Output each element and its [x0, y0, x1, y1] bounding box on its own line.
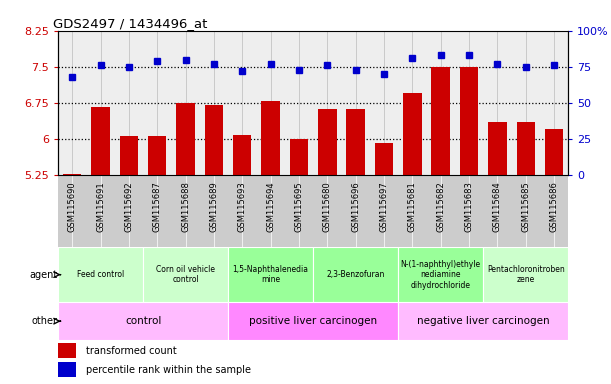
Text: GSM115691: GSM115691 [96, 181, 105, 232]
Bar [290, 139, 308, 175]
Text: GSM115696: GSM115696 [351, 181, 360, 232]
Text: Pentachloronitroben
zene: Pentachloronitroben zene [487, 265, 565, 285]
Text: agent: agent [29, 270, 57, 280]
Text: GSM115689: GSM115689 [210, 181, 219, 232]
Bar [58, 343, 76, 358]
Text: 2,3-Benzofuran: 2,3-Benzofuran [326, 270, 385, 279]
Bar [346, 109, 365, 175]
Text: GSM115697: GSM115697 [379, 181, 389, 232]
Text: GSM115682: GSM115682 [436, 181, 445, 232]
Bar [148, 136, 166, 175]
Text: Feed control: Feed control [77, 270, 124, 279]
Text: GSM115690: GSM115690 [68, 181, 77, 232]
Text: positive liver carcinogen: positive liver carcinogen [249, 316, 377, 326]
Text: percentile rank within the sample: percentile rank within the sample [86, 365, 251, 375]
Bar [63, 174, 81, 175]
Bar [92, 107, 110, 175]
Bar [398, 302, 568, 340]
Text: GSM115685: GSM115685 [521, 181, 530, 232]
Bar [205, 105, 223, 175]
Bar [488, 122, 507, 175]
Bar [398, 247, 483, 302]
Bar [483, 247, 568, 302]
Text: GSM115686: GSM115686 [549, 181, 558, 232]
Text: GSM115688: GSM115688 [181, 181, 190, 232]
Text: GSM115692: GSM115692 [125, 181, 133, 232]
Bar [262, 101, 280, 175]
Text: GSM115680: GSM115680 [323, 181, 332, 232]
Text: 1,5-Naphthalenedia
mine: 1,5-Naphthalenedia mine [233, 265, 309, 285]
Text: GSM115687: GSM115687 [153, 181, 162, 232]
Text: GSM115681: GSM115681 [408, 181, 417, 232]
Bar [460, 67, 478, 175]
Text: other: other [32, 316, 57, 326]
Bar [516, 122, 535, 175]
Bar [228, 247, 313, 302]
Bar [143, 247, 228, 302]
Bar [318, 109, 337, 175]
Text: GSM115684: GSM115684 [493, 181, 502, 232]
Text: N-(1-naphthyl)ethyle
nediamine
dihydrochloride: N-(1-naphthyl)ethyle nediamine dihydroch… [401, 260, 481, 290]
Bar [375, 143, 393, 175]
Bar [313, 247, 398, 302]
Text: negative liver carcinogen: negative liver carcinogen [417, 316, 549, 326]
Bar [403, 93, 422, 175]
Bar [58, 247, 143, 302]
Text: GSM115693: GSM115693 [238, 181, 247, 232]
Text: GSM115695: GSM115695 [295, 181, 304, 232]
Bar [58, 302, 228, 340]
Bar [228, 302, 398, 340]
Text: GDS2497 / 1434496_at: GDS2497 / 1434496_at [53, 17, 207, 30]
Bar [120, 136, 138, 175]
Text: GSM115694: GSM115694 [266, 181, 275, 232]
Bar [545, 129, 563, 175]
Text: GSM115683: GSM115683 [464, 181, 474, 232]
Bar [58, 362, 76, 377]
Bar [431, 67, 450, 175]
Text: Corn oil vehicle
control: Corn oil vehicle control [156, 265, 215, 285]
Text: transformed count: transformed count [86, 346, 177, 356]
Bar [233, 135, 252, 175]
Text: control: control [125, 316, 161, 326]
Bar [177, 103, 195, 175]
